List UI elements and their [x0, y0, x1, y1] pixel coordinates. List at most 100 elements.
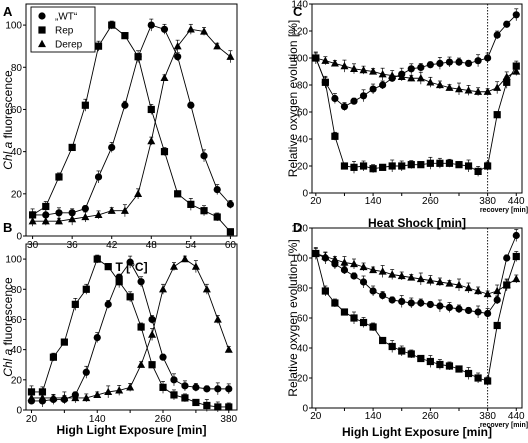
- data-point: [436, 59, 444, 67]
- series-circle: [28, 18, 235, 221]
- data-point: [213, 213, 221, 221]
- y-tick-label: 20: [297, 162, 309, 173]
- x-tick-label: 36: [67, 240, 79, 251]
- data-point: [484, 54, 492, 62]
- data-point: [369, 165, 377, 173]
- data-point: [68, 143, 76, 152]
- y-tick-label: 20: [11, 375, 23, 386]
- y-axis-label: Chl a fluorescence: [1, 70, 15, 170]
- data-point: [181, 394, 189, 402]
- data-point: [41, 217, 50, 225]
- data-point: [493, 83, 502, 91]
- y-tick-label: 100: [291, 54, 308, 65]
- legend-marker: [38, 26, 46, 34]
- data-point: [436, 159, 444, 167]
- data-point: [147, 105, 155, 114]
- data-point: [147, 21, 155, 29]
- data-point: [369, 323, 377, 331]
- data-point: [55, 173, 63, 181]
- data-point: [54, 217, 63, 225]
- data-point: [71, 300, 79, 308]
- data-point: [445, 83, 454, 91]
- data-point: [42, 211, 50, 219]
- series-line: [315, 57, 517, 93]
- series-line: [315, 253, 517, 295]
- data-point: [379, 291, 387, 300]
- x-tick-label: 20: [310, 196, 322, 207]
- data-point: [493, 296, 501, 304]
- data-point: [474, 308, 482, 316]
- data-point: [474, 57, 482, 65]
- data-point: [321, 78, 329, 86]
- data-point: [148, 315, 156, 324]
- series-line: [315, 57, 517, 172]
- y-tick-label: 80: [11, 285, 23, 296]
- y-tick-label: 120: [291, 224, 308, 235]
- data-point: [203, 385, 211, 393]
- x-tick-label: 140: [365, 411, 382, 422]
- data-point: [407, 161, 415, 169]
- data-point: [464, 306, 473, 315]
- data-point: [445, 362, 454, 370]
- x-tick-label: 48: [146, 240, 158, 251]
- data-point: [200, 152, 208, 160]
- data-point: [94, 210, 103, 219]
- series-line: [31, 258, 230, 399]
- data-point: [82, 368, 90, 376]
- data-point: [503, 78, 511, 86]
- data-point: [350, 272, 358, 280]
- data-point: [160, 73, 169, 81]
- data-point: [340, 308, 349, 316]
- x-tick-label: 440: [508, 411, 525, 422]
- data-point: [137, 323, 145, 331]
- data-point: [445, 159, 454, 167]
- y-tick-label: 140: [291, 0, 308, 11]
- data-point: [369, 85, 377, 93]
- data-point: [170, 376, 178, 384]
- y-axis-label-italic: Chl a: [1, 348, 15, 376]
- data-point: [331, 132, 339, 140]
- x-tick-label: 380: [479, 196, 496, 207]
- data-point: [81, 101, 89, 109]
- data-point: [359, 162, 368, 170]
- x-tick-label: 440: [508, 196, 525, 207]
- data-point: [436, 302, 444, 310]
- legend-marker: [38, 12, 46, 20]
- data-point: [49, 353, 58, 361]
- series-line: [31, 261, 229, 402]
- data-point: [126, 258, 134, 266]
- data-point: [464, 283, 473, 292]
- data-point: [213, 315, 222, 323]
- y-tick-label: 100: [5, 255, 22, 266]
- series-circle: [312, 8, 520, 111]
- data-point: [350, 314, 358, 322]
- data-point: [388, 342, 396, 351]
- legend-marker: [38, 39, 46, 48]
- y-tick-label: 80: [297, 284, 309, 295]
- y-tick-label: 60: [11, 105, 23, 116]
- data-point: [137, 360, 146, 368]
- series-triangle: [28, 23, 235, 227]
- data-point: [493, 321, 501, 330]
- y-tick-label: 20: [297, 374, 309, 385]
- data-point: [502, 280, 511, 289]
- data-point: [311, 53, 320, 62]
- data-point: [502, 72, 511, 81]
- data-point: [388, 162, 396, 170]
- data-point: [455, 84, 463, 93]
- data-point: [417, 299, 425, 307]
- data-point: [134, 189, 143, 197]
- series-line: [315, 253, 517, 382]
- data-point: [213, 186, 221, 194]
- data-point: [455, 161, 463, 169]
- data-point: [225, 403, 233, 411]
- series-triangle: [311, 248, 521, 298]
- y-tick-label: 20: [11, 189, 23, 200]
- y-tick-label: 60: [297, 314, 309, 325]
- data-point: [226, 200, 235, 208]
- x-axis-label: High Light Exposure [min]: [57, 423, 207, 437]
- series-line: [32, 24, 231, 233]
- data-point: [108, 143, 116, 152]
